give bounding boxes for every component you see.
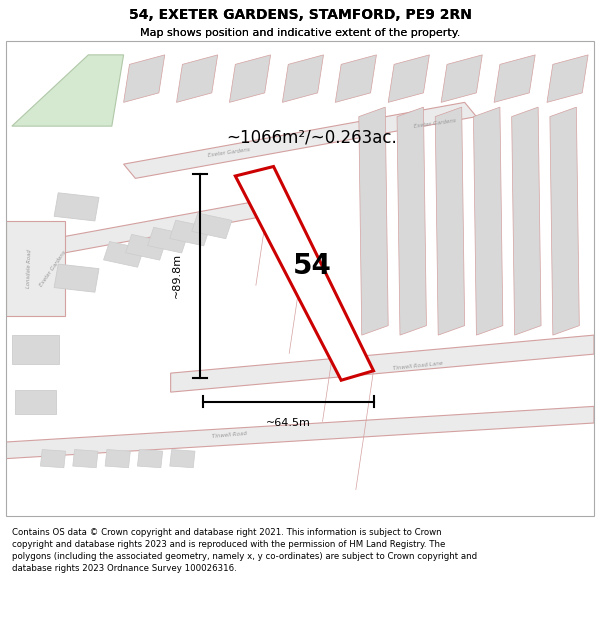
Polygon shape xyxy=(124,55,165,102)
Polygon shape xyxy=(6,200,277,261)
Polygon shape xyxy=(235,166,373,380)
Text: Exeter Gardens: Exeter Gardens xyxy=(39,249,67,288)
Polygon shape xyxy=(473,107,503,335)
Polygon shape xyxy=(54,192,99,221)
Text: Exeter Gardens: Exeter Gardens xyxy=(414,118,457,129)
Text: Tinwell Road: Tinwell Road xyxy=(212,431,247,439)
Polygon shape xyxy=(176,55,218,102)
Polygon shape xyxy=(105,449,130,468)
Polygon shape xyxy=(148,228,188,253)
Polygon shape xyxy=(137,449,163,468)
Text: Lonsdale Road: Lonsdale Road xyxy=(26,249,32,288)
Polygon shape xyxy=(229,55,271,102)
Polygon shape xyxy=(104,241,143,268)
Text: Tinwell Road Lane: Tinwell Road Lane xyxy=(392,361,443,371)
Text: Map shows position and indicative extent of the property.: Map shows position and indicative extent… xyxy=(140,28,460,38)
Polygon shape xyxy=(12,55,124,126)
Text: Map shows position and indicative extent of the property.: Map shows position and indicative extent… xyxy=(140,28,460,38)
Polygon shape xyxy=(54,264,99,292)
Polygon shape xyxy=(550,107,580,335)
Text: ~1066m²/~0.263ac.: ~1066m²/~0.263ac. xyxy=(226,129,397,147)
Text: 54, EXETER GARDENS, STAMFORD, PE9 2RN: 54, EXETER GARDENS, STAMFORD, PE9 2RN xyxy=(128,8,472,22)
Polygon shape xyxy=(283,55,323,102)
Text: Contains OS data © Crown copyright and database right 2021. This information is : Contains OS data © Crown copyright and d… xyxy=(12,528,477,572)
Polygon shape xyxy=(441,55,482,102)
Text: 54: 54 xyxy=(292,253,331,280)
Polygon shape xyxy=(388,55,430,102)
Polygon shape xyxy=(494,55,535,102)
Polygon shape xyxy=(547,55,588,102)
Polygon shape xyxy=(125,234,166,260)
Polygon shape xyxy=(15,390,56,414)
Polygon shape xyxy=(397,107,427,335)
Polygon shape xyxy=(73,449,98,468)
Text: 54, EXETER GARDENS, STAMFORD, PE9 2RN: 54, EXETER GARDENS, STAMFORD, PE9 2RN xyxy=(128,8,472,22)
Polygon shape xyxy=(6,406,594,459)
Text: ~64.5m: ~64.5m xyxy=(266,418,311,428)
Polygon shape xyxy=(6,221,65,316)
Polygon shape xyxy=(359,107,388,335)
Polygon shape xyxy=(512,107,541,335)
Polygon shape xyxy=(170,449,195,468)
Polygon shape xyxy=(170,220,210,246)
Polygon shape xyxy=(335,55,376,102)
Text: Exeter Gardens: Exeter Gardens xyxy=(208,147,251,158)
Polygon shape xyxy=(435,107,464,335)
Polygon shape xyxy=(192,213,232,239)
Text: ~89.8m: ~89.8m xyxy=(172,253,182,298)
Polygon shape xyxy=(40,449,65,468)
Polygon shape xyxy=(124,102,476,178)
Polygon shape xyxy=(170,335,594,392)
Polygon shape xyxy=(12,335,59,364)
